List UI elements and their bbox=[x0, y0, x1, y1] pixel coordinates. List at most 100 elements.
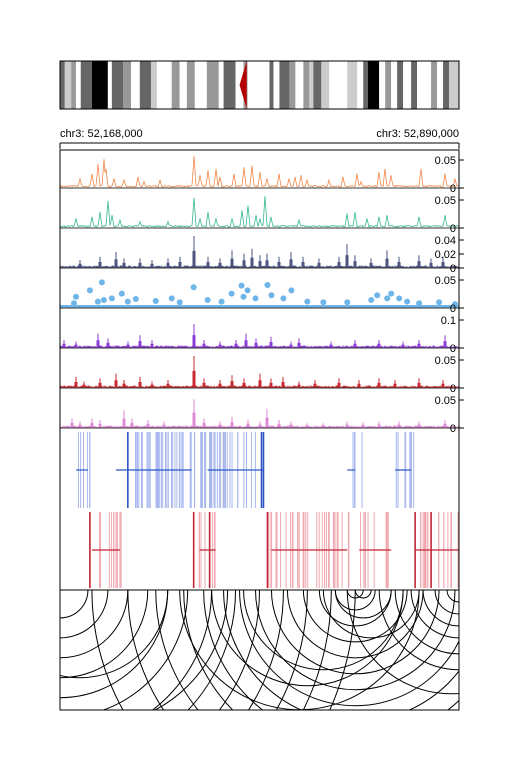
ideogram-band bbox=[150, 61, 157, 109]
signal-dot bbox=[228, 290, 235, 297]
signal-dot bbox=[176, 299, 183, 306]
signal-dot bbox=[388, 290, 395, 297]
track-axis-label: 0 bbox=[450, 423, 456, 435]
signal-dot bbox=[238, 282, 245, 289]
interaction-arc bbox=[270, 590, 440, 675]
ideogram-band bbox=[368, 61, 380, 109]
ideogram-band bbox=[443, 61, 450, 109]
ideogram-band bbox=[417, 61, 432, 109]
track-axis-label: 0.04 bbox=[435, 235, 456, 247]
signal-dot bbox=[190, 284, 197, 291]
ideogram-band bbox=[303, 61, 310, 109]
transcript-track bbox=[89, 512, 459, 588]
ideogram-band bbox=[194, 61, 207, 109]
ideogram-band bbox=[64, 61, 72, 109]
ideogram-band bbox=[431, 61, 438, 109]
interaction-arc bbox=[434, 590, 459, 615]
track-axis-label: 0 bbox=[450, 223, 456, 235]
track-axis-label: 0.02 bbox=[435, 249, 456, 261]
interaction-arc bbox=[318, 590, 392, 627]
signal-dot bbox=[132, 296, 139, 303]
signal-track: 0.05 0 bbox=[59, 195, 464, 235]
interaction-arc bbox=[334, 590, 392, 619]
signal-dot bbox=[86, 287, 93, 294]
ideogram-band bbox=[107, 61, 112, 109]
ideogram-band bbox=[449, 61, 459, 109]
signal-track: 0.04 0.02 0 bbox=[59, 235, 464, 275]
signal-dot bbox=[436, 299, 443, 306]
interaction-arc bbox=[302, 590, 408, 643]
region-start-label: chr3: 52,168,000 bbox=[60, 128, 143, 140]
signal-track: 0.05 0 bbox=[59, 155, 464, 195]
interaction-arcs-track bbox=[60, 590, 459, 710]
interaction-arc bbox=[243, 590, 404, 671]
interaction-arc bbox=[410, 590, 459, 639]
track-axis-label: 0 bbox=[450, 383, 456, 395]
interaction-arc bbox=[151, 590, 213, 710]
interaction-arc bbox=[255, 590, 456, 691]
ideogram-band bbox=[218, 61, 224, 109]
interaction-arc bbox=[60, 590, 89, 619]
signal-dot bbox=[98, 279, 105, 286]
signal-track: 0.10 bbox=[59, 315, 464, 355]
signal-dot bbox=[218, 298, 225, 305]
signal-dot bbox=[404, 298, 411, 305]
interaction-arc bbox=[286, 590, 424, 659]
signal-dot bbox=[240, 293, 247, 300]
interaction-arc bbox=[60, 590, 169, 699]
ideogram-band bbox=[247, 61, 270, 109]
ideogram-band bbox=[156, 61, 172, 109]
track-axis-label: 0.05 bbox=[435, 195, 456, 207]
ideogram-band bbox=[363, 61, 369, 109]
centromere-right bbox=[248, 61, 256, 109]
interaction-arc bbox=[346, 590, 459, 695]
signal-dot bbox=[396, 295, 403, 302]
chromosome-ideogram[interactable] bbox=[59, 60, 460, 110]
signal-dot bbox=[124, 298, 131, 305]
signal-track: 0.05 0 bbox=[60, 275, 464, 315]
interaction-arc bbox=[422, 590, 459, 627]
track-axis-label: 0.05 bbox=[435, 155, 456, 167]
track-axis-label: 0 bbox=[450, 263, 456, 275]
interaction-arc bbox=[187, 590, 237, 710]
signal-dot bbox=[244, 287, 251, 294]
track-axis-label: 0.05 bbox=[435, 275, 456, 287]
ideogram-band bbox=[321, 61, 330, 109]
signal-dot bbox=[384, 295, 391, 302]
ideogram-band bbox=[179, 61, 187, 109]
signal-dot bbox=[252, 295, 259, 302]
transcript-tracks bbox=[60, 432, 459, 591]
ideogram-band bbox=[295, 61, 304, 109]
signal-dot bbox=[94, 298, 101, 305]
interaction-arc bbox=[155, 590, 199, 710]
ideogram-band bbox=[329, 61, 348, 109]
interaction-arc bbox=[354, 590, 372, 599]
signal-dot bbox=[288, 287, 295, 294]
ideogram-band bbox=[235, 61, 244, 109]
track-axis-label: 0.1 bbox=[441, 315, 456, 327]
ideogram-band bbox=[289, 61, 296, 109]
ideogram-band bbox=[186, 61, 195, 109]
interaction-arc bbox=[127, 590, 165, 710]
ideogram-band bbox=[139, 61, 151, 109]
interaction-arc bbox=[153, 590, 229, 710]
interaction-arc bbox=[218, 590, 260, 710]
signal-dot bbox=[264, 281, 271, 288]
ideogram-outline bbox=[59, 60, 460, 110]
ideogram-band bbox=[91, 61, 108, 109]
region-end-label: chr3: 52,890,000 bbox=[376, 128, 459, 140]
interaction-arc bbox=[211, 590, 404, 687]
signal-dot bbox=[374, 292, 381, 299]
ideogram-band bbox=[411, 61, 418, 109]
ideogram-band bbox=[313, 61, 322, 109]
ideogram-band bbox=[75, 61, 81, 109]
signal-line bbox=[59, 155, 460, 188]
interaction-arc bbox=[394, 590, 459, 655]
interaction-arc bbox=[203, 590, 459, 710]
ideogram-band bbox=[309, 61, 314, 109]
signal-dot bbox=[118, 290, 125, 297]
signal-dot bbox=[204, 297, 211, 303]
interaction-arc bbox=[322, 590, 420, 639]
